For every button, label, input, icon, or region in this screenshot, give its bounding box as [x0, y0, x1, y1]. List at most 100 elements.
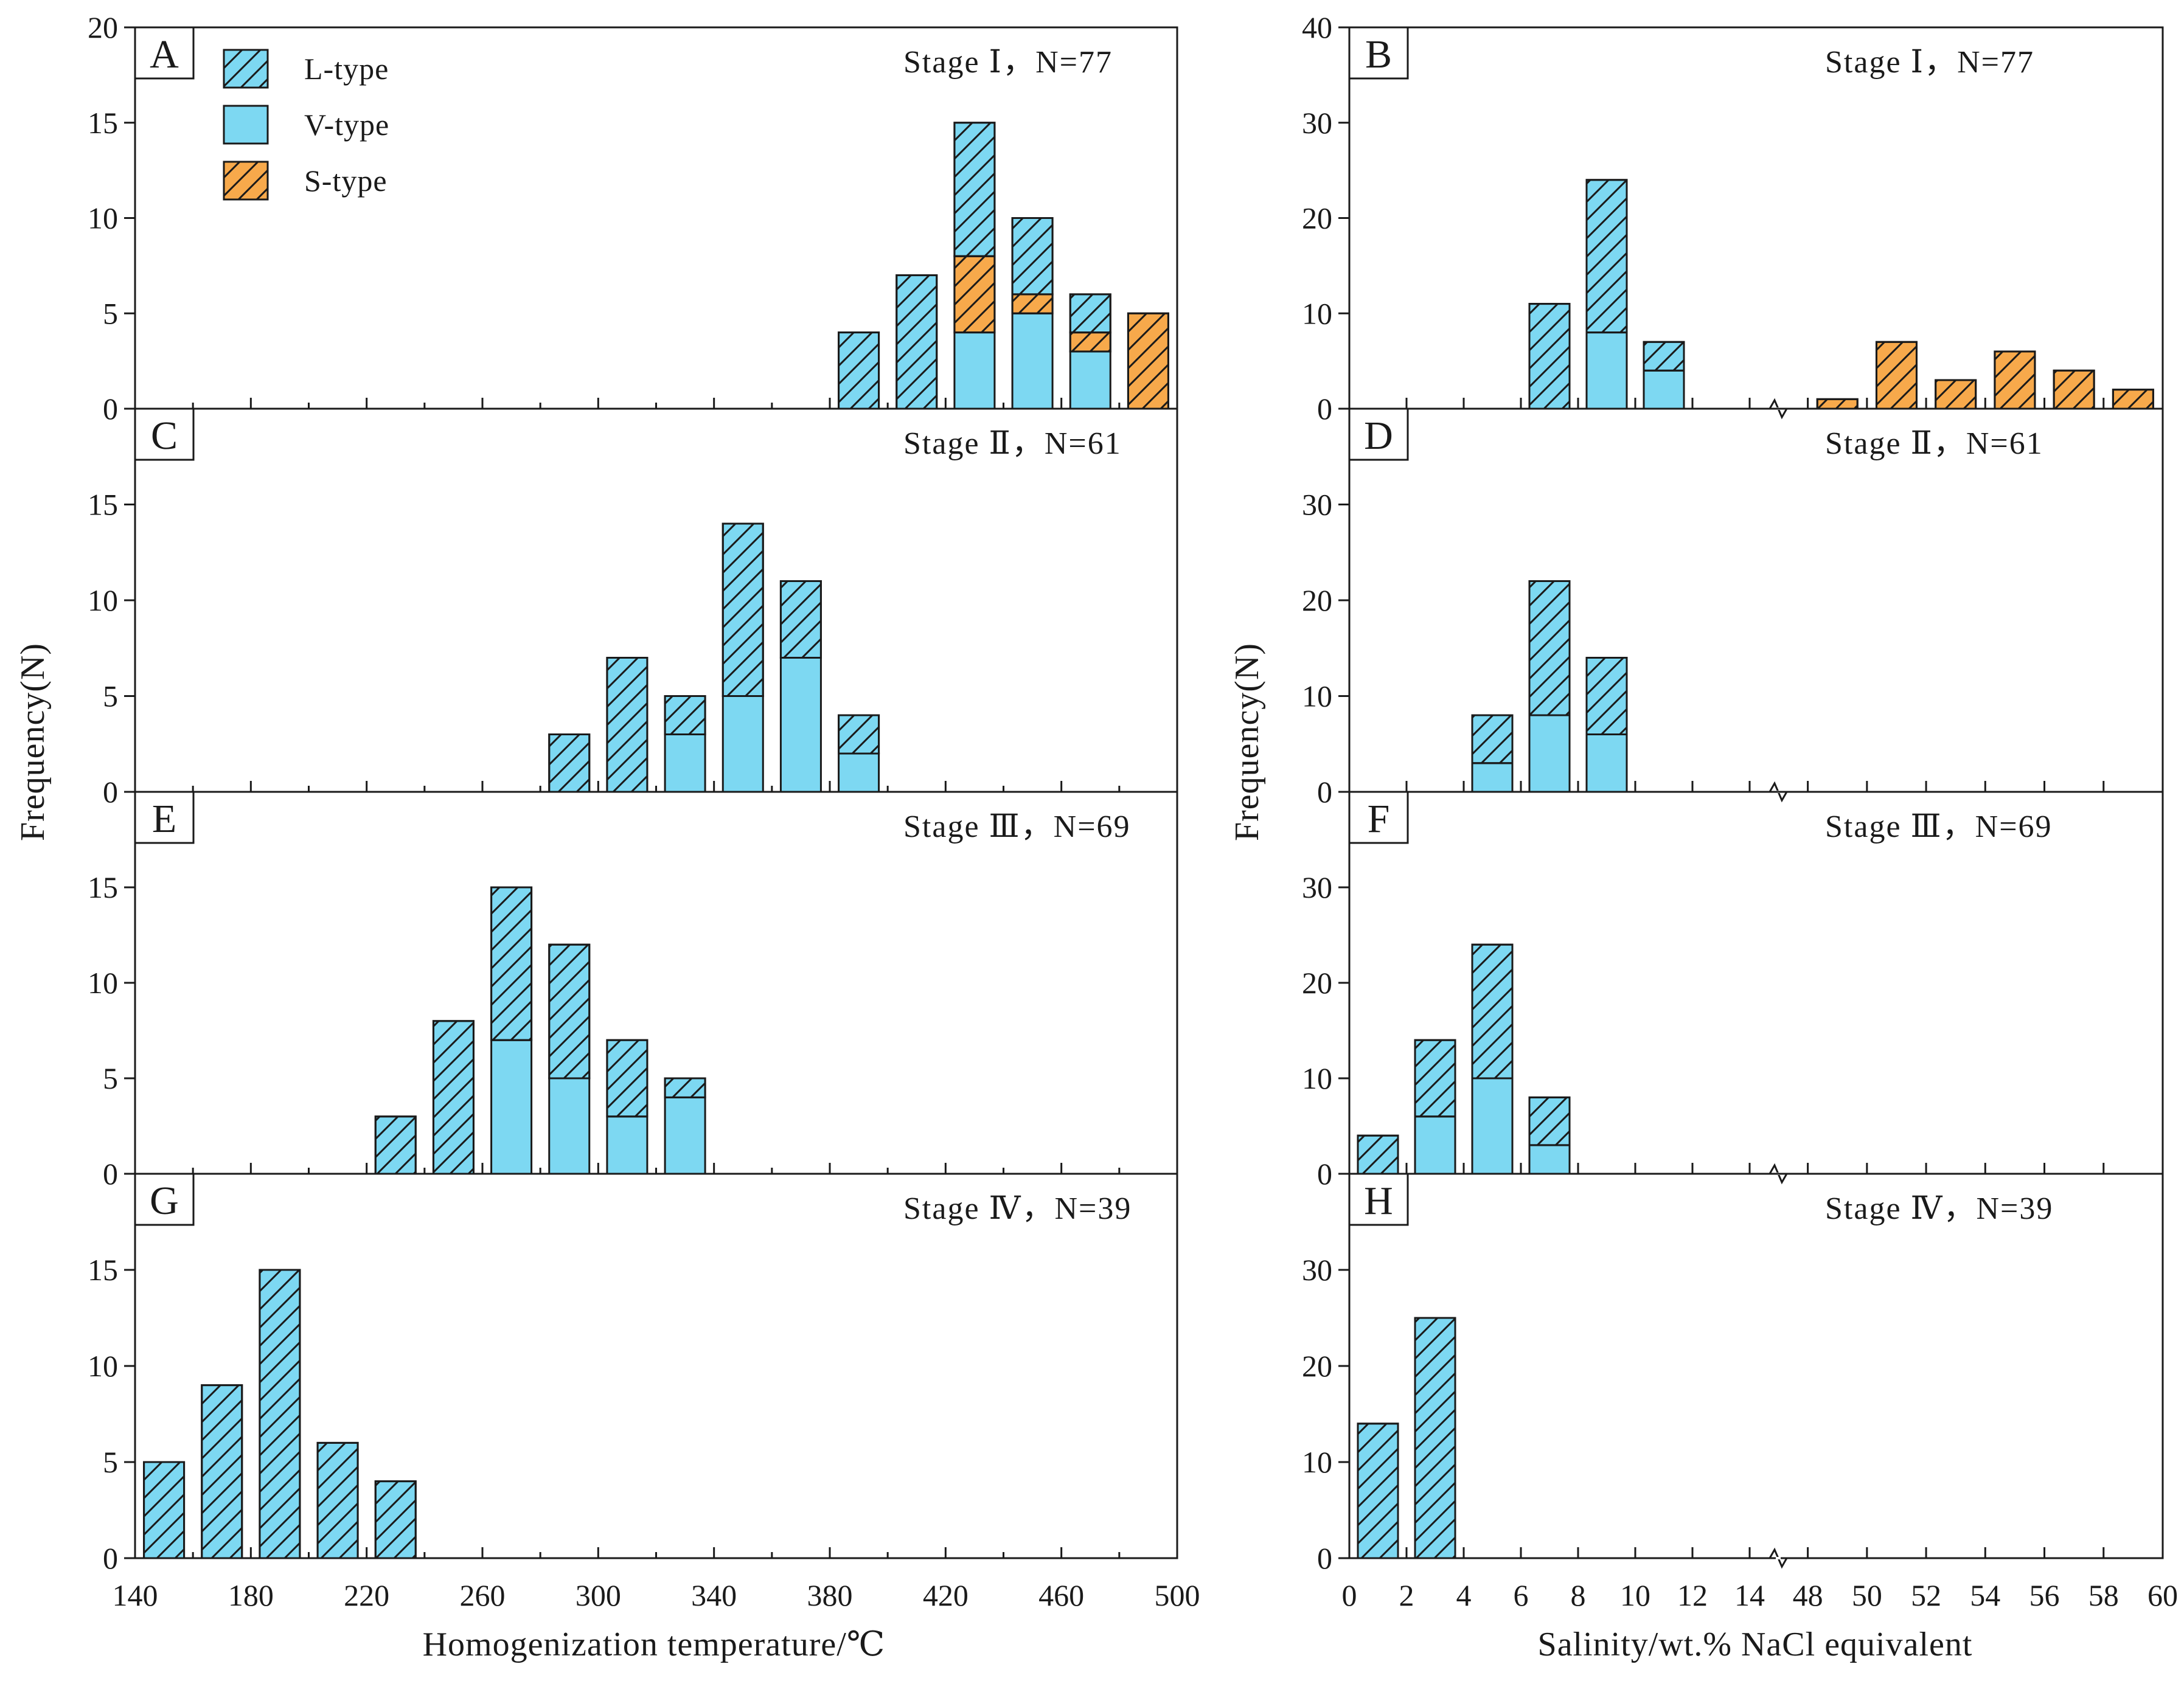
panel-letter-box — [1348, 1173, 1409, 1226]
x-tick-labels: 140 180 220 260 300 340 380 420 460 500 0 2 4 6 8 10 12 1… — [113, 1578, 2179, 1612]
legend-label-v: V-type — [304, 108, 389, 142]
panel-letter: D — [1364, 414, 1393, 458]
legend-swatch-hatch-s — [223, 161, 269, 201]
bar-A-430-v — [953, 331, 996, 410]
x-tick-label: 60 — [2147, 1578, 2178, 1612]
bar-hatch-B-49-s — [1816, 398, 1859, 410]
bar-hatch-B-9-l — [1585, 179, 1628, 334]
bar-E-290-v — [548, 1077, 591, 1175]
x-tick-label: 180 — [228, 1578, 274, 1612]
panel-E: 0 5 10 15 E Stage Ⅲ，N=69 — [88, 791, 1178, 1191]
bar-hatch-D-5-l — [1471, 714, 1514, 764]
bar-B-11-v — [1643, 369, 1685, 410]
bar-D-5-v — [1471, 762, 1514, 793]
y-tick-label: 30 — [1302, 488, 1332, 522]
y-tick-label: 10 — [88, 1349, 118, 1383]
y-tick-label: 20 — [1302, 1349, 1332, 1383]
bar-hatch-C-370-l — [779, 580, 822, 659]
bar-A-450-v — [1011, 312, 1054, 410]
y-tick-label: 10 — [88, 583, 118, 617]
bar-F-7-v — [1528, 1144, 1571, 1175]
panel-frame — [134, 407, 1178, 793]
y-tick-label: 0 — [1317, 392, 1332, 426]
bar-hatch-A-430-l — [953, 122, 996, 257]
y-tick-label: 40 — [1302, 10, 1332, 44]
bar-C-350-v — [722, 695, 764, 793]
y-tick-label: 20 — [1302, 583, 1332, 617]
bar-hatch-E-290-l — [548, 943, 591, 1080]
x-tick-label: 54 — [1970, 1578, 2000, 1612]
legend: L-type V-type S-type — [223, 49, 389, 201]
bar-hatch-A-450-s — [1011, 293, 1054, 314]
bar-hatch-F-7-l — [1528, 1096, 1571, 1146]
bar-hatch-B-59-s — [2112, 389, 2154, 410]
y-tick-label: 20 — [88, 10, 118, 44]
bar-hatch-F-3-l — [1414, 1039, 1456, 1118]
bar-A-470-v — [1069, 350, 1111, 410]
y-tick-label: 0 — [103, 1157, 118, 1191]
bar-hatch-C-290-l — [548, 733, 591, 793]
panel-frame — [1348, 26, 2164, 410]
y-tick-label: 10 — [1302, 1061, 1332, 1095]
bar-hatch-E-270-l — [490, 886, 533, 1041]
y-tick-label: 5 — [103, 1445, 118, 1479]
bar-hatch-A-410-l — [896, 274, 938, 410]
x-tick-label: 4 — [1456, 1578, 1472, 1612]
y-tick-label: 10 — [1302, 1445, 1332, 1479]
panel-letter-box — [134, 1173, 195, 1226]
bar-hatch-F-1-l — [1357, 1134, 1399, 1175]
stage-label: Stage Ⅱ，N=61 — [1825, 426, 2043, 461]
y-tick-label: 15 — [88, 1253, 118, 1287]
bar-hatch-C-390-l — [838, 714, 880, 755]
x-tick-label: 300 — [576, 1578, 621, 1612]
bar-C-370-v — [779, 657, 822, 793]
y-tick-label: 0 — [103, 775, 118, 809]
panel-F: 0 10 20 30 F Stage Ⅲ，N=69 — [1302, 791, 2164, 1191]
bar-E-330-v — [664, 1096, 706, 1175]
y-tick-label: 30 — [1302, 1253, 1332, 1287]
x-tick-label: 50 — [1852, 1578, 1882, 1612]
panel-C: 0 5 10 15 C Stage Ⅱ，N=61 — [88, 407, 1178, 809]
bar-C-390-v — [838, 752, 880, 793]
bar-hatch-B-53-s — [1935, 379, 1977, 410]
y-tick-label: 15 — [88, 870, 118, 904]
panel-D: 0 10 20 30 D Stage Ⅱ，N=61 — [1302, 407, 2164, 809]
bar-hatch-E-230-l — [374, 1115, 417, 1175]
x-tick-label: 140 — [113, 1578, 158, 1612]
left-x-axis-title: Homogenization temperature/℃ — [423, 1626, 886, 1663]
panel-letter-box — [134, 26, 195, 80]
bar-F-5-v — [1471, 1077, 1514, 1175]
x-tick-label: 48 — [1793, 1578, 1823, 1612]
panel-letter: H — [1364, 1179, 1393, 1223]
right-y-axis-title: Frequency(N) — [1228, 643, 1266, 841]
bar-hatch-B-55-s — [1994, 350, 2036, 410]
panel-frame — [1348, 1173, 2164, 1559]
bar-hatch-B-57-s — [2053, 369, 2095, 410]
bar-hatch-A-470-s — [1069, 331, 1111, 353]
bar-hatch-A-390-l — [838, 331, 880, 410]
bar-hatch-B-11-l — [1643, 341, 1685, 372]
x-tick-label: 8 — [1571, 1578, 1586, 1612]
x-tick-label: 56 — [2029, 1578, 2060, 1612]
legend-swatch-hatch-l — [223, 49, 269, 89]
bar-B-9-v — [1585, 331, 1628, 410]
stage-label: Stage Ⅲ，N=69 — [1825, 809, 2053, 844]
panel-letter: G — [150, 1179, 179, 1223]
bar-hatch-H-3-l — [1414, 1317, 1456, 1559]
panel-G: 0 5 10 15 G Stage Ⅳ，N=39 — [88, 1173, 1178, 1575]
bar-hatch-C-350-l — [722, 522, 764, 697]
panel-letter-box — [134, 407, 195, 461]
legend-swatch-v — [223, 105, 269, 145]
panel-frame — [134, 791, 1178, 1175]
axis-break-gap — [1776, 1557, 1781, 1559]
panel-B: 0 10 20 30 40 B Stage Ⅰ，N=77 — [1302, 10, 2164, 426]
panel-letter: C — [151, 414, 178, 458]
panel-H: 0 10 20 30 H Stage Ⅳ，N=39 — [1302, 1173, 2164, 1575]
x-tick-label: 12 — [1677, 1578, 1708, 1612]
y-tick-label: 0 — [103, 392, 118, 426]
x-tick-label: 6 — [1514, 1578, 1529, 1612]
y-tick-label: 10 — [1302, 679, 1332, 713]
bar-hatch-B-51-s — [1875, 341, 1918, 410]
bar-hatch-H-1-l — [1357, 1423, 1399, 1559]
panel-letter: F — [1368, 797, 1390, 841]
